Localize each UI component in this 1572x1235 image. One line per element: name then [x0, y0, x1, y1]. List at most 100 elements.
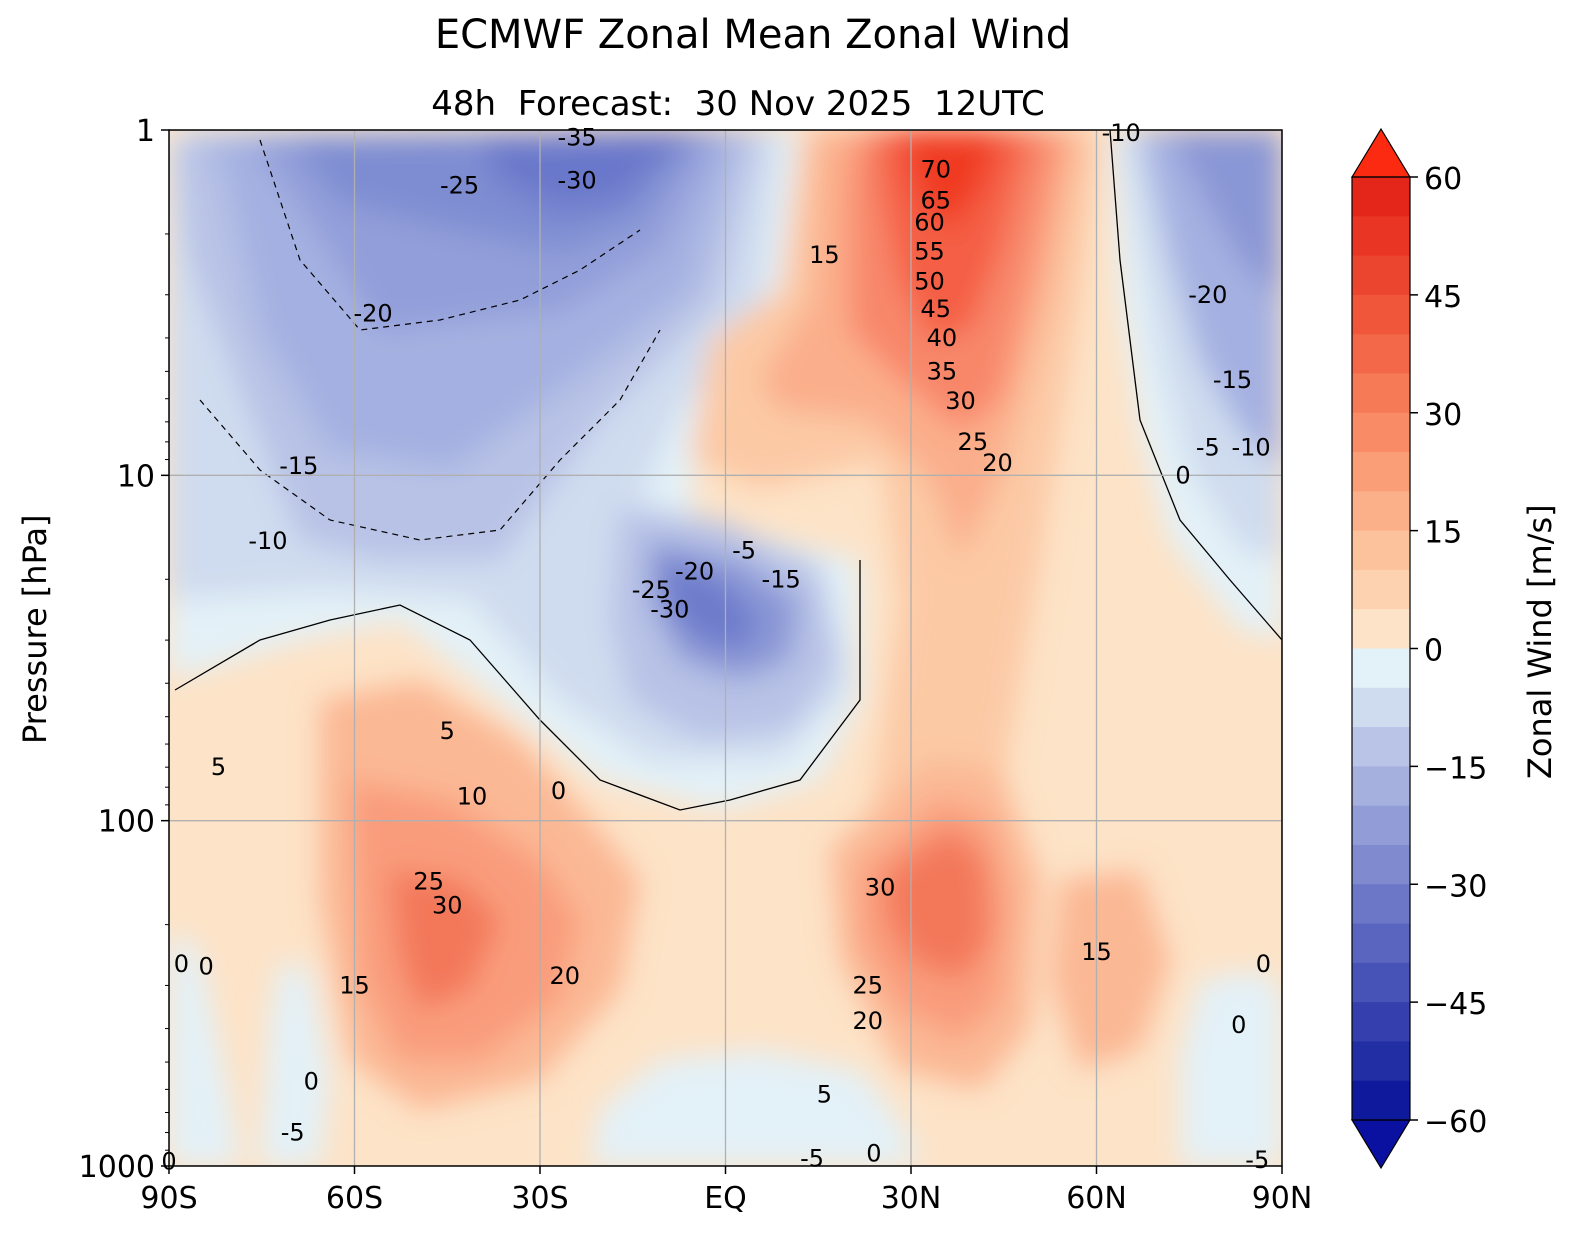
contour-label: 60 [914, 208, 945, 236]
contour-label: -25 [632, 576, 671, 604]
zero-contour-north [1109, 130, 1282, 641]
contour-label: 0 [1256, 950, 1271, 978]
colorbar-tick-label: −60 [1424, 1105, 1487, 1140]
contour-label: 30 [432, 891, 463, 919]
y-tick-label: 10 [117, 459, 155, 494]
colorbar-extend-bottom [1350, 1119, 1412, 1170]
contour-label: -20 [353, 300, 392, 328]
x-tick-label: EQ [704, 1181, 747, 1216]
contour-label: -5 [281, 1119, 305, 1147]
contour-label: 15 [339, 971, 370, 999]
contour-label: 15 [1081, 938, 1112, 966]
y-tick-label: 100 [98, 805, 155, 840]
contour-labels: -35-30-25-20-15-101570656055504540353025… [161, 119, 1271, 1175]
colorbar-band [1352, 530, 1410, 571]
colorbar: 60 45 30 15 0 −15 −30 −45 −60 [1350, 127, 1487, 1170]
contour-label: 0 [551, 777, 566, 805]
contour-label: 5 [211, 753, 226, 781]
contour-label: -10 [248, 527, 287, 555]
grid [169, 130, 1282, 1166]
colorbar-band [1352, 255, 1410, 296]
contour-label: 25 [958, 428, 989, 456]
chart-subtitle: 48h Forecast: 30 Nov 2025 12UTC [431, 84, 1045, 124]
contour-label: 30 [945, 387, 976, 415]
colorbar-band [1352, 491, 1410, 532]
colorbar-band [1352, 884, 1410, 925]
colorbar-band [1352, 1041, 1410, 1082]
colorbar-band [1352, 294, 1410, 335]
dashed-contour-sample [199, 329, 661, 541]
colorbar-tick-label: −30 [1424, 869, 1487, 904]
contour-label: 20 [852, 1007, 883, 1035]
contour-label: 70 [920, 155, 951, 183]
contour-label: 0 [866, 1139, 881, 1167]
x-axis: 90S 60S 30S EQ 30N 60N 90N [140, 1166, 1312, 1216]
contour-label: 50 [914, 268, 945, 296]
contour-label: 30 [865, 873, 896, 901]
colorbar-tick-label: 30 [1424, 398, 1462, 433]
colorbar-band [1352, 923, 1410, 964]
contour-label: 0 [304, 1068, 319, 1096]
colorbar-band [1352, 1002, 1410, 1043]
colorbar-tick-label: 60 [1424, 162, 1462, 197]
contour-label: 0 [198, 952, 213, 980]
south-jet-30 [390, 870, 500, 1010]
polar-night-jet-core [900, 130, 1000, 230]
colorbar-band [1352, 687, 1410, 728]
contour-label: 0 [1231, 1011, 1246, 1039]
contour-label: -5 [1245, 1146, 1269, 1174]
x-tick-label: 60N [1066, 1181, 1127, 1216]
contour-label: -30 [650, 596, 689, 624]
contour-label: -5 [800, 1144, 824, 1172]
y-tick-label: 1000 [79, 1150, 155, 1185]
contour-label: -25 [440, 172, 479, 200]
dashed-contour-sample-2 [259, 139, 641, 331]
colorbar-band [1352, 412, 1410, 453]
colorbar-band [1352, 805, 1410, 846]
y-tick-label: 1 [136, 114, 155, 149]
contour-label: 5 [440, 717, 455, 745]
y-axis: 1 10 100 1000 [79, 114, 169, 1185]
zero-contour-south [174, 560, 861, 811]
contour-label: 45 [920, 295, 951, 323]
contour-label: -35 [557, 123, 596, 151]
contour-label: -5 [732, 536, 756, 564]
x-tick-label: 30N [881, 1181, 942, 1216]
contour-label: -30 [557, 166, 596, 194]
colorbar-extend-top [1350, 127, 1412, 178]
contour-label: -15 [279, 452, 318, 480]
colorbar-tick-label: 15 [1424, 516, 1462, 551]
surface-easterly-tropics [590, 1050, 920, 1166]
contour-label: 5 [817, 1080, 832, 1108]
colorbar-tick-label: 0 [1424, 634, 1443, 669]
contour-label: -5 [1196, 433, 1220, 461]
colorbar-tick-label: −45 [1424, 987, 1487, 1022]
colorbar-band [1352, 569, 1410, 610]
contour-label: 65 [920, 186, 951, 214]
contour-label: -20 [675, 558, 714, 586]
colorbar-band [1352, 334, 1410, 375]
contour-label: -10 [1102, 119, 1141, 147]
colorbar-band [1352, 844, 1410, 885]
surface-easterly-north [1180, 970, 1282, 1166]
contour-label: -15 [762, 565, 801, 593]
easterly-region-35 [480, 130, 690, 210]
surface-easterly-south [169, 930, 240, 1166]
tropical-easterly-core [660, 560, 760, 650]
north-jet-lobe [1050, 870, 1170, 1070]
chart-title: ECMWF Zonal Mean Zonal Wind [434, 12, 1072, 58]
contour-label: 0 [1175, 461, 1190, 489]
surface-easterly-south2 [260, 960, 330, 1166]
colorbar-band [1352, 609, 1410, 650]
colorbar-band [1352, 177, 1410, 217]
contour-label: 10 [457, 782, 488, 810]
contour-label: 20 [549, 962, 580, 990]
colorbar-band [1352, 373, 1410, 414]
x-tick-label: 90S [140, 1181, 197, 1216]
colorbar-band [1352, 962, 1410, 1003]
contour-label: -10 [1231, 433, 1270, 461]
contour-label: 20 [982, 449, 1013, 477]
x-tick-label: 30S [511, 1181, 568, 1216]
colorbar-band [1352, 648, 1410, 689]
